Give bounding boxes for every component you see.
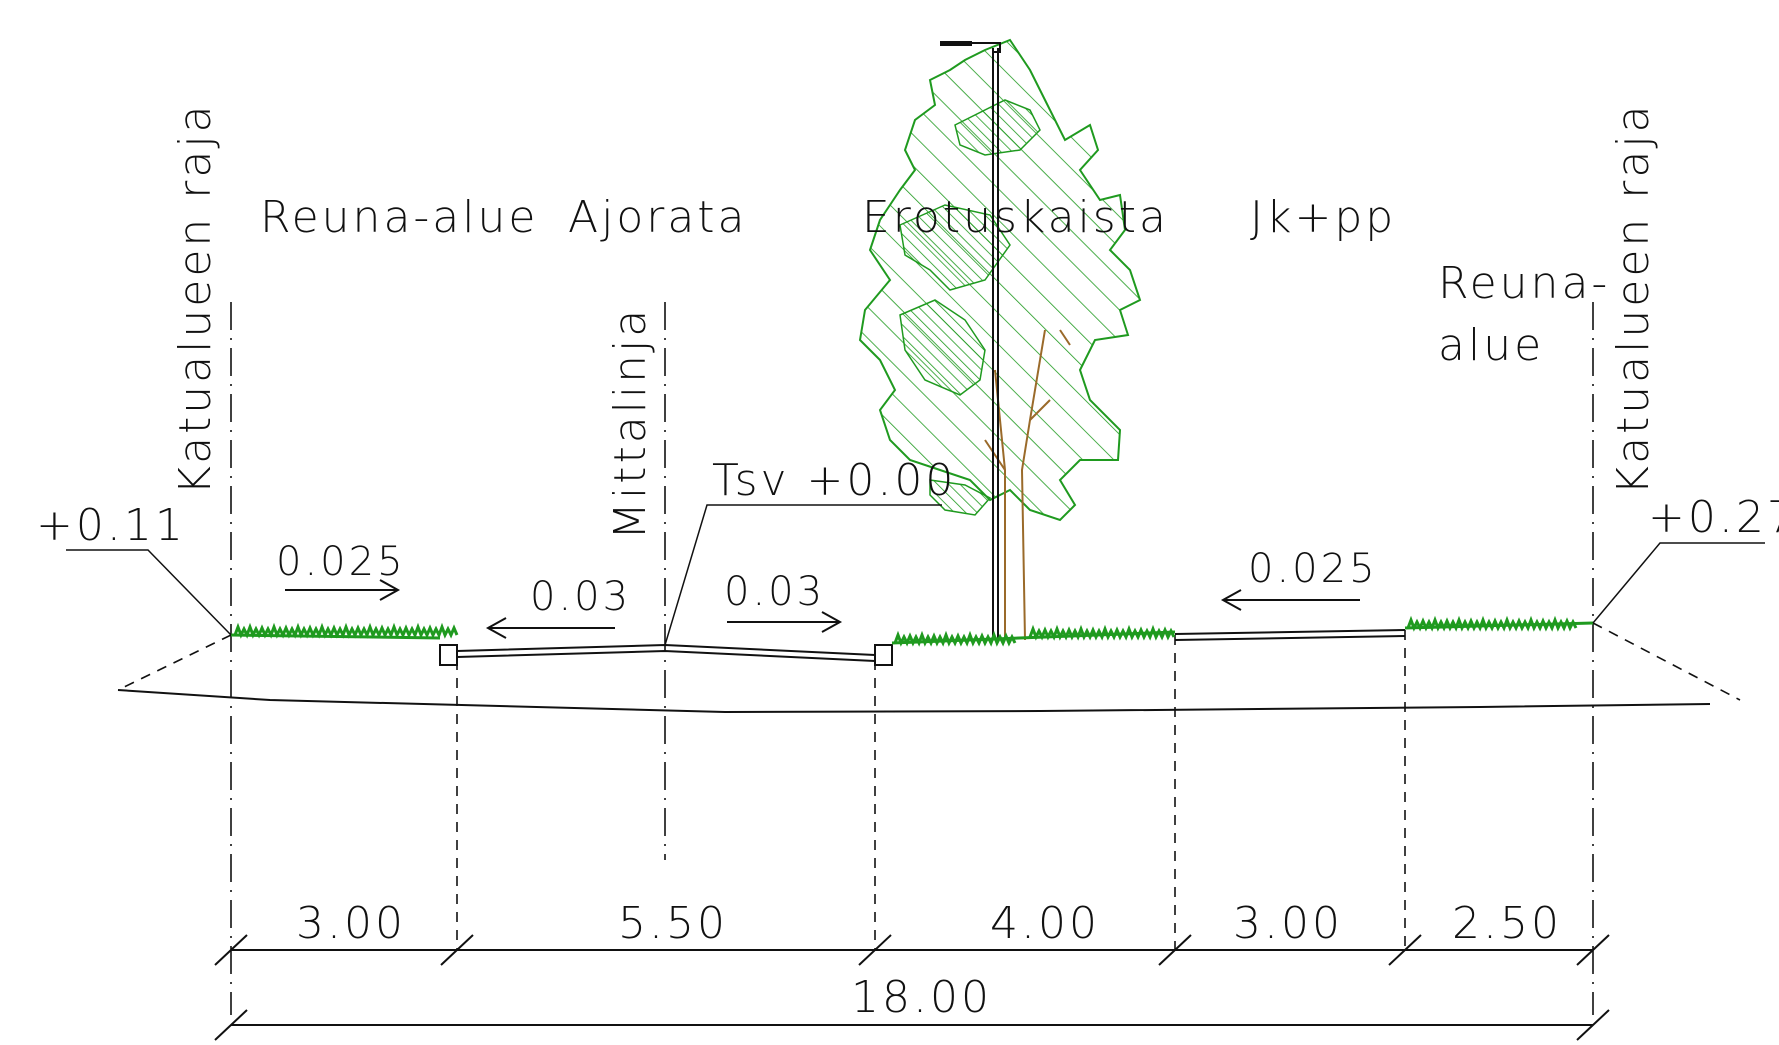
slope-label-path: 0.025 (1248, 546, 1378, 592)
dim-label-carriageway: 5.50 (618, 898, 728, 949)
street-light-icon (940, 41, 1001, 640)
zone-label-path: Jk+pp (1250, 192, 1396, 243)
left-level-label: +0.11 (36, 500, 186, 551)
slope-label-carriageway-right: 0.03 (724, 569, 825, 615)
dim-label-total: 18.00 (851, 972, 992, 1023)
design-level-label: Tsv +0.00 (712, 455, 956, 506)
slope-arrows (285, 579, 1360, 639)
tree-icon (858, 38, 1142, 641)
zone-label-edge-right-1: Reuna- (1438, 258, 1610, 309)
right-level-label: +0.27 (1648, 492, 1779, 543)
boundary-label-right: Katualueen raja (1608, 102, 1659, 495)
measure-line-label: Mittalinja (605, 307, 656, 540)
zone-label-carriageway: Ajorata (568, 192, 748, 243)
slope-label-edge-left: 0.025 (276, 539, 406, 585)
dimension-lines (214, 934, 1610, 1041)
dim-label-median: 4.00 (990, 898, 1100, 949)
dim-label-edge-right: 2.50 (1452, 898, 1562, 949)
surface-profile (117, 615, 1711, 714)
dim-label-edge-left: 3.00 (296, 898, 406, 949)
zone-label-edge-right-2: alue (1438, 320, 1544, 371)
slope-label-carriageway-left: 0.03 (530, 574, 631, 620)
zone-label-edge-left: Reuna-alue (260, 192, 538, 243)
zone-label-median: Erotuskaista (862, 192, 1169, 243)
leader-lines (66, 504, 1765, 646)
boundary-label-left: Katualueen raja (170, 102, 221, 495)
zone-dividers (117, 622, 1741, 950)
boundary-lines (230, 302, 1594, 1015)
dim-label-path: 3.00 (1233, 898, 1343, 949)
